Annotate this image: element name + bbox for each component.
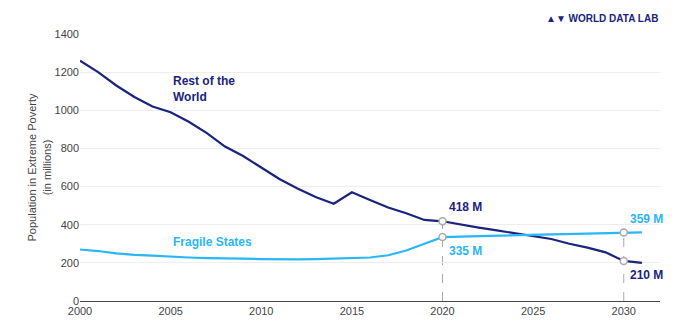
svg-text:2005: 2005 [158, 305, 182, 317]
svg-text:Rest of theWorld: Rest of theWorld [173, 74, 235, 104]
svg-text:2030: 2030 [612, 305, 636, 317]
svg-text:2025: 2025 [521, 305, 545, 317]
svg-text:1200: 1200 [55, 66, 79, 78]
svg-text:0: 0 [73, 295, 79, 307]
svg-text:800: 800 [61, 142, 79, 154]
svg-text:1400: 1400 [55, 28, 79, 40]
svg-text:335 M: 335 M [449, 244, 482, 258]
svg-text:200: 200 [61, 257, 79, 269]
svg-text:600: 600 [61, 180, 79, 192]
svg-text:359 M: 359 M [630, 212, 663, 226]
svg-text:2010: 2010 [249, 305, 273, 317]
svg-text:418 M: 418 M [449, 200, 482, 214]
svg-text:2020: 2020 [430, 305, 454, 317]
svg-text:2015: 2015 [340, 305, 364, 317]
svg-text:Population in Extreme Poverty(: Population in Extreme Poverty(in million… [26, 93, 52, 241]
svg-text:▲▼ WORLD DATA LAB: ▲▼ WORLD DATA LAB [546, 13, 658, 24]
svg-text:1000: 1000 [55, 104, 79, 116]
svg-text:210 M: 210 M [630, 268, 663, 282]
svg-text:Fragile States: Fragile States [173, 235, 252, 249]
svg-text:2000: 2000 [68, 305, 92, 317]
svg-text:400: 400 [61, 219, 79, 231]
